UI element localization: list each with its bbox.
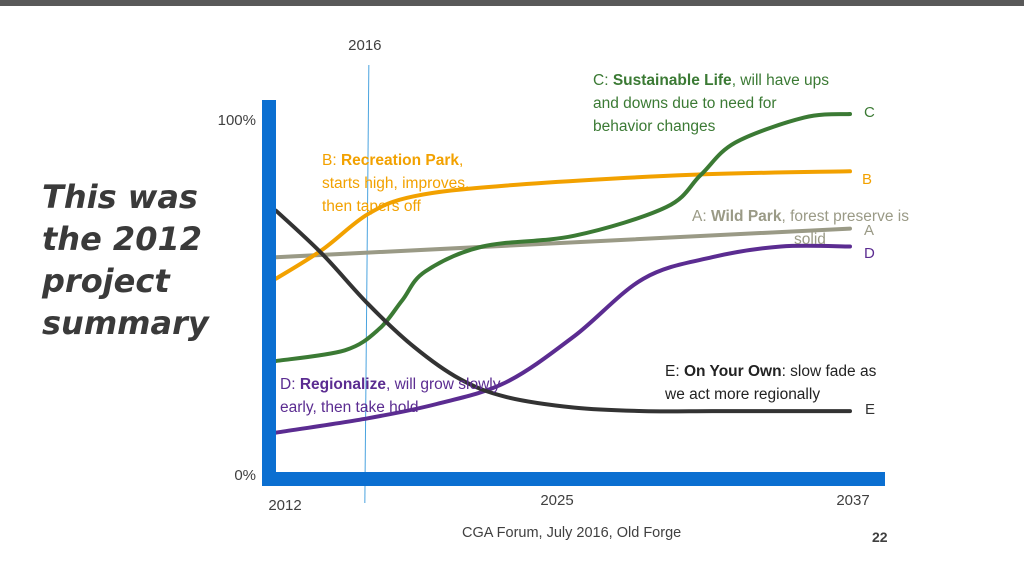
annotation-c-prefix: C: [593, 72, 613, 89]
annotation-b-name: Recreation Park [340, 152, 459, 169]
annotation-d-name: Regionalize [299, 376, 386, 393]
x-tick-label-2025: 2025 [540, 492, 573, 509]
annotation-c-name: Sustainable Life [612, 72, 732, 89]
marker-label-2016: 2016 [348, 37, 381, 54]
series-line-b [274, 169, 852, 281]
slide-footer: CGA Forum, July 2016, Old Forge [462, 525, 682, 541]
annotation-b-line-1: starts high, improves, [322, 175, 470, 192]
annotation-b: B: Recreation Park, starts high, improve… [322, 149, 469, 218]
top-bar [0, 0, 1024, 6]
annotation-d-rest: , will grow slowly [385, 376, 501, 393]
slide-title: This was the 2012 project summary [42, 178, 209, 342]
series-end-label-d: D [864, 245, 875, 262]
x-tick-label-2037: 2037 [836, 492, 869, 509]
annotation-b-line-2: then tapers off [322, 198, 421, 215]
annotation-d-prefix: D: [280, 376, 300, 393]
annotation-c: C: Sustainable Life, will have ups and d… [593, 69, 829, 138]
series-line-e [274, 208, 852, 414]
x-tick-label-2012: 2012 [268, 497, 301, 514]
annotation-e-line-1: we act more regionally [665, 386, 821, 403]
annotation-c-line-1: and downs due to need for [593, 95, 777, 112]
x-axis [262, 472, 885, 486]
series-line-d [274, 243, 852, 435]
series-line-a [274, 226, 852, 260]
annotation-a-name: Wild Park [710, 208, 782, 225]
annotation-e-name: On Your Own [683, 363, 782, 380]
annotation-a: A: Wild Park, forest preserve is solid [692, 205, 942, 251]
annotation-e: E: On Your Own: slow fade as we act more… [665, 360, 876, 406]
series-end-label-e: E [865, 401, 875, 418]
page-number: 22 [872, 529, 888, 545]
series-end-label-a: A [864, 222, 874, 239]
marker-line-2016 [364, 64, 370, 504]
annotation-c-line-2: behavior changes [593, 118, 716, 135]
annotation-d-line-1: early, then take hold [280, 399, 419, 416]
y-axis [262, 100, 276, 484]
series-end-label-b: B [862, 171, 872, 188]
annotation-b-rest: , [458, 152, 464, 169]
annotation-e-rest: : slow fade as [781, 363, 877, 380]
annotation-e-prefix: E: [665, 363, 684, 380]
y-tick-label-100: 100% [218, 112, 256, 129]
annotation-a-prefix: A: [692, 208, 711, 225]
annotation-a-line-2: solid [794, 231, 826, 248]
series-line-c [274, 112, 852, 363]
annotation-a-rest: , forest preserve is [781, 208, 909, 225]
annotation-b-prefix: B: [322, 152, 341, 169]
series-end-label-c: C [864, 104, 875, 121]
annotation-d: D: Regionalize, will grow slowly early, … [280, 373, 501, 419]
annotation-c-rest: , will have ups [731, 72, 830, 89]
y-tick-label-0: 0% [234, 467, 256, 484]
